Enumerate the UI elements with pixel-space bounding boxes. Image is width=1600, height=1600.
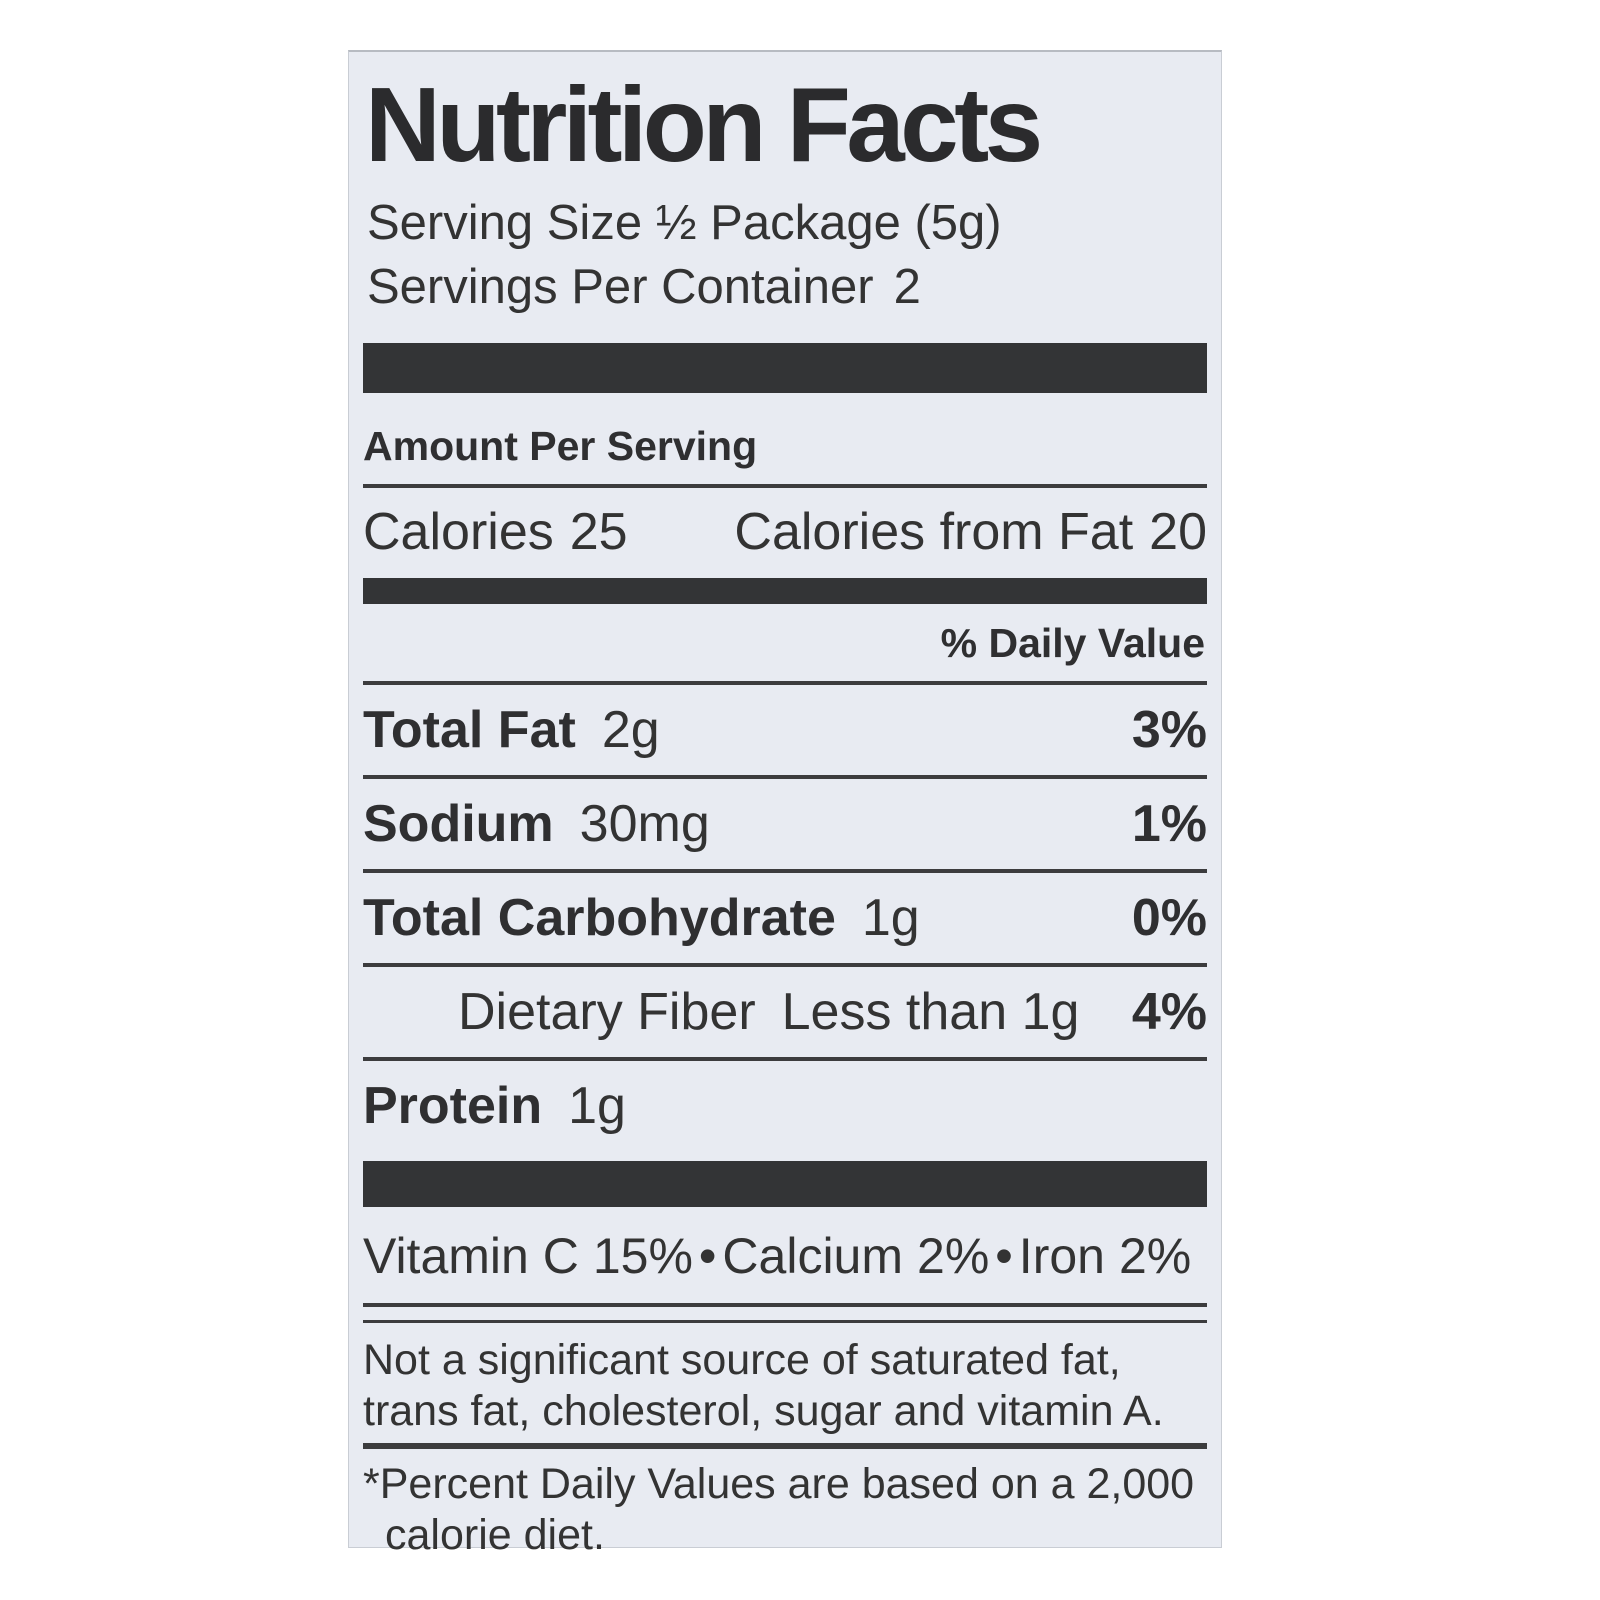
not-significant-note: Not a significant source of saturated fa… xyxy=(363,1335,1207,1436)
divider-medium xyxy=(363,578,1207,605)
footnote-line-2: calorie diet. xyxy=(385,1510,605,1559)
nutrient-amount: 1g xyxy=(861,889,920,948)
daily-value-header: % Daily Value xyxy=(940,620,1205,667)
nutrient-name: Dietary Fiber xyxy=(458,983,756,1042)
servings-per-container-label: Servings Per Container xyxy=(367,259,874,314)
nutrient-amount: 1g xyxy=(568,1077,626,1136)
vitamin-value: 2% xyxy=(1118,1228,1192,1285)
calories-pair: Calories 25 xyxy=(363,502,628,562)
rule xyxy=(363,681,1207,686)
nutrient-row-sodium: Sodium 30mg 1% xyxy=(363,779,1207,869)
not-significant-line-2: trans fat, cholesterol, sugar and vitami… xyxy=(363,1387,1164,1436)
nutrient-amount: 2g xyxy=(601,701,660,760)
rule xyxy=(363,869,1207,874)
nutrient-name: Protein xyxy=(363,1077,543,1136)
daily-values-footnote: *Percent Daily Values are based on a 2,0… xyxy=(363,1459,1207,1560)
rule-double xyxy=(363,1303,1207,1324)
nutrient-amount: Less than 1g xyxy=(781,983,1080,1042)
rule-under-amount-per-serving xyxy=(363,484,1207,489)
vitamin-item-vitamin-c: Vitamin C 15% xyxy=(363,1227,693,1285)
calories-value: 25 xyxy=(569,503,628,562)
divider-thick-bottom xyxy=(363,1161,1207,1208)
vitamin-item-calcium: Calcium 2% xyxy=(722,1227,989,1285)
nutrient-left: Sodium 30mg xyxy=(363,794,710,854)
calories-from-fat-label: Calories from Fat xyxy=(734,503,1134,562)
serving-size-line: Serving Size ½ Package (5g) xyxy=(367,196,1002,250)
vitamin-name: Vitamin C xyxy=(363,1228,579,1285)
nutrient-amount: 30mg xyxy=(579,795,710,854)
nutrient-daily-value: 1% xyxy=(1131,795,1207,854)
nutrient-row-total-fat: Total Fat 2g 3% xyxy=(363,685,1207,775)
vitamin-name: Iron xyxy=(1018,1228,1105,1285)
nutrition-facts-label: Nutrition Facts Serving Size ½ Package (… xyxy=(348,50,1222,1559)
nutrient-left: Total Carbohydrate 1g xyxy=(363,888,920,948)
nutrient-name: Total Carbohydrate xyxy=(363,889,836,948)
bullet-separator: • xyxy=(995,1228,1013,1285)
bullet-separator: • xyxy=(698,1228,717,1285)
nutrient-name: Total Fat xyxy=(363,701,576,760)
servings-per-container-line: Servings Per Container 2 xyxy=(367,256,1207,320)
vitamin-item-iron: Iron 2% xyxy=(1019,1227,1191,1285)
divider-thick-top xyxy=(363,343,1207,394)
nutrient-daily-value: 3% xyxy=(1131,701,1207,760)
nutrient-row-total-carbohydrate: Total Carbohydrate 1g 0% xyxy=(363,873,1207,963)
calories-from-fat-pair: Calories from Fat 20 xyxy=(734,502,1207,562)
vitamin-value: 2% xyxy=(917,1228,990,1285)
vitamin-value: 15% xyxy=(592,1228,693,1285)
vitamins-row: Vitamin C 15% • Calcium 2% • Iron 2% xyxy=(363,1207,1207,1303)
calories-row: Calories 25 Calories from Fat 20 xyxy=(363,488,1207,578)
nutrient-row-protein: Protein 1g xyxy=(363,1061,1207,1151)
servings-per-container-value: 2 xyxy=(893,259,921,314)
not-significant-line-1: Not a significant source of saturated fa… xyxy=(363,1336,1121,1385)
vitamin-name: Calcium xyxy=(722,1228,904,1285)
rule xyxy=(363,775,1207,780)
nutrient-name: Sodium xyxy=(363,795,554,854)
footnote-line-1: *Percent Daily Values are based on a 2,0… xyxy=(363,1459,1195,1508)
nutrient-row-dietary-fiber: Dietary Fiber Less than 1g 4% xyxy=(363,967,1207,1057)
nutrient-left: Total Fat 2g xyxy=(363,700,660,760)
rule xyxy=(363,963,1207,968)
nutrient-daily-value: 4% xyxy=(1131,983,1207,1042)
nutrient-left: Dietary Fiber Less than 1g xyxy=(363,982,1079,1042)
nutrient-daily-value: 0% xyxy=(1131,889,1207,948)
rule-above-footnote xyxy=(363,1442,1207,1449)
label-title: Nutrition Facts xyxy=(365,66,1043,184)
rule xyxy=(363,1057,1207,1062)
amount-per-serving-heading: Amount Per Serving xyxy=(363,423,758,470)
calories-label: Calories xyxy=(363,503,554,562)
calories-from-fat-value: 20 xyxy=(1149,503,1207,562)
nutrient-left: Protein 1g xyxy=(363,1076,626,1136)
